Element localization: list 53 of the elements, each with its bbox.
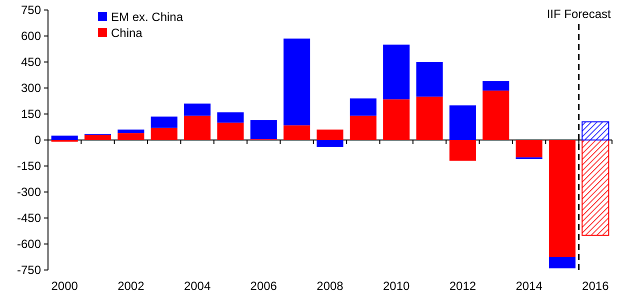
bar xyxy=(449,105,476,140)
bar xyxy=(118,130,144,134)
bar xyxy=(350,116,376,140)
x-tick-label: 2014 xyxy=(516,279,543,293)
bar xyxy=(184,116,211,140)
bar xyxy=(51,136,78,140)
bar xyxy=(217,122,244,140)
bar xyxy=(284,125,310,140)
legend-label: EM ex. China xyxy=(111,10,184,24)
x-tick-label: 2016 xyxy=(582,279,610,293)
y-tick-label: 600 xyxy=(20,29,42,44)
ref-line-label: IIF Forecast xyxy=(546,7,612,21)
bar xyxy=(482,81,510,91)
bar xyxy=(118,133,144,140)
x-tick-label: 2004 xyxy=(184,279,211,293)
bar xyxy=(150,128,178,140)
x-tick-label: 2012 xyxy=(449,279,476,293)
bar xyxy=(150,116,178,128)
y-tick-label: 0 xyxy=(34,133,42,148)
bar xyxy=(316,130,344,140)
x-tick-label: 2010 xyxy=(383,279,410,293)
bar xyxy=(582,121,610,140)
bar xyxy=(416,96,443,140)
bar xyxy=(383,99,410,140)
bar xyxy=(350,98,376,116)
bar xyxy=(217,112,244,123)
y-tick-label: -150 xyxy=(16,159,42,174)
y-tick-label: 750 xyxy=(20,3,42,18)
y-tick-label: 150 xyxy=(20,107,42,122)
bar xyxy=(548,140,576,257)
bar xyxy=(250,120,277,140)
y-tick-label: -600 xyxy=(16,237,42,252)
y-tick-label: -450 xyxy=(16,211,42,226)
bar xyxy=(84,134,112,140)
y-tick-label: -300 xyxy=(16,185,42,200)
bar xyxy=(383,44,410,100)
bar xyxy=(284,38,310,126)
x-tick-label: 2002 xyxy=(118,279,145,293)
bar xyxy=(482,90,510,140)
legend-label: China xyxy=(111,26,143,40)
bar xyxy=(316,140,344,147)
y-tick-label: 300 xyxy=(20,81,42,96)
bar xyxy=(582,140,610,236)
x-tick-label: 2000 xyxy=(51,279,78,293)
bar xyxy=(449,140,476,161)
bar xyxy=(516,140,542,158)
x-tick-label: 2008 xyxy=(316,279,344,293)
bar xyxy=(184,104,211,116)
y-tick-label: 450 xyxy=(20,55,42,70)
y-tick-label: -750 xyxy=(16,263,42,278)
bar xyxy=(548,257,576,268)
bar xyxy=(416,62,443,97)
x-tick-label: 2006 xyxy=(250,279,278,293)
